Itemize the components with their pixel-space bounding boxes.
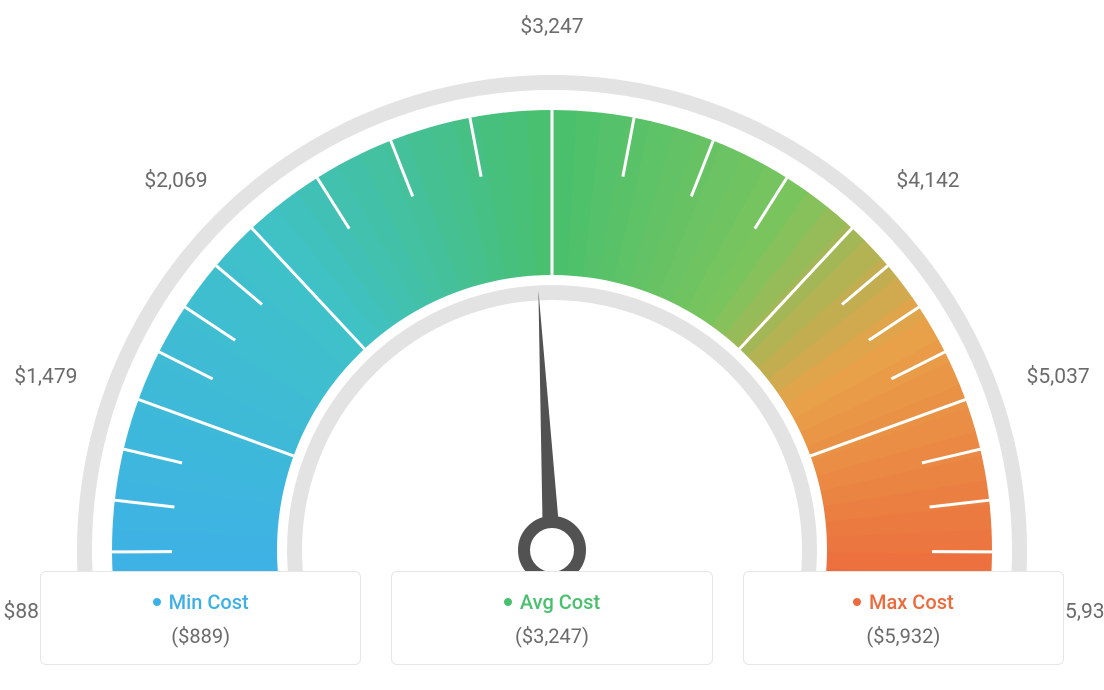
legend-label: Avg Cost — [520, 590, 600, 614]
cost-gauge-container: $889$1,479$2,069$3,247$4,142$5,037$5,932… — [0, 0, 1104, 690]
legend-value-avg: ($3,247) — [402, 624, 701, 648]
legend-value-min: ($889) — [51, 624, 350, 648]
legend-card-avg: Avg Cost ($3,247) — [391, 571, 712, 665]
legend-label: Min Cost — [169, 590, 249, 614]
dot-icon — [153, 598, 161, 606]
gauge-tick-label: $3,247 — [520, 15, 583, 39]
legend-value-max: ($5,932) — [754, 624, 1053, 648]
gauge-tick-label: $2,069 — [144, 169, 207, 193]
legend-card-min: Min Cost ($889) — [40, 571, 361, 665]
gauge-svg — [0, 40, 1104, 600]
legend-title-min: Min Cost — [153, 590, 249, 614]
legend-title-avg: Avg Cost — [504, 590, 600, 614]
gauge-tick-label: $5,037 — [1027, 365, 1090, 389]
gauge-tick-label: $4,142 — [896, 169, 959, 193]
dot-icon — [853, 598, 861, 606]
legend-row: Min Cost ($889) Avg Cost ($3,247) Max Co… — [0, 571, 1104, 665]
legend-label: Max Cost — [869, 590, 954, 614]
legend-title-max: Max Cost — [853, 590, 954, 614]
gauge-area: $889$1,479$2,069$3,247$4,142$5,037$5,932 — [0, 0, 1104, 570]
legend-card-max: Max Cost ($5,932) — [743, 571, 1064, 665]
gauge-tick-label: $1,479 — [14, 365, 77, 389]
dot-icon — [504, 598, 512, 606]
